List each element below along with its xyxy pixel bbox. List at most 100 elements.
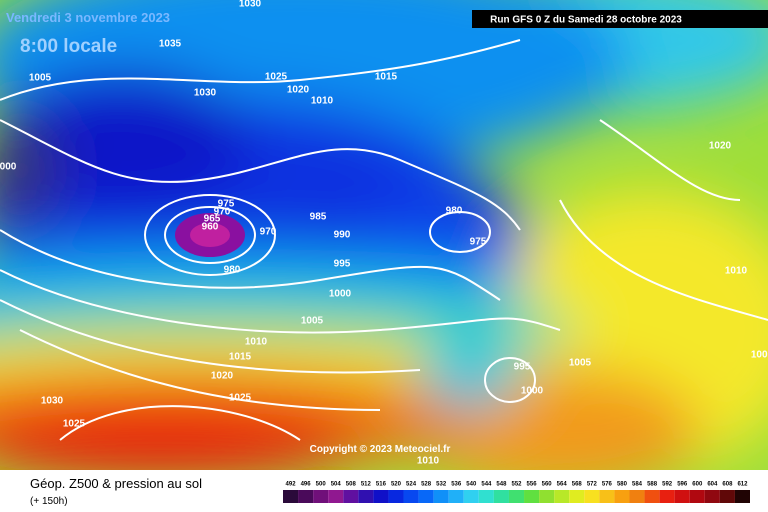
colorbar-swatch [674, 490, 690, 503]
colorbar-label: 572 [587, 482, 598, 488]
colorbar-swatch [599, 490, 615, 503]
colorbar-swatch [734, 490, 750, 503]
colorbar-label: 592 [662, 482, 673, 488]
colorbar-label: 504 [331, 482, 342, 488]
colorbar-label: 564 [557, 482, 568, 488]
colorbar: 492 496 500 504 508 512 516 520 524 528 532 536 540 5… [283, 482, 750, 503]
isobar-label: 1000 [521, 386, 544, 397]
isobar-label: 1020 [287, 85, 310, 96]
isobar-label: 1020 [709, 141, 732, 152]
colorbar-label: 496 [301, 482, 312, 488]
isobar-label: 1015 [375, 72, 398, 83]
colorbar-label: 536 [451, 482, 462, 488]
isobar-label: 1025 [265, 72, 288, 83]
isobar-label: 995 [514, 362, 531, 373]
isobar-label: 000 [0, 162, 17, 173]
isobar-label: 1015 [229, 352, 252, 363]
copyright: Copyright © 2023 Meteociel.fr [310, 444, 451, 455]
colorbar-label: 540 [466, 482, 477, 488]
isobar-label: 1005 [569, 358, 592, 369]
colorbar-swatch [569, 490, 585, 503]
isobar-label: 1005 [751, 350, 768, 361]
colorbar-swatch [478, 490, 494, 503]
colorbar-swatch [524, 490, 540, 503]
isobar-label: 1030 [194, 88, 217, 99]
isobar-label: 975 [470, 237, 487, 248]
colorbar-label: 612 [737, 482, 748, 488]
colorbar-swatch [629, 490, 645, 503]
isobar-label: 970 [260, 227, 277, 238]
colorbar-label: 596 [677, 482, 688, 488]
valid-date: Vendredi 3 novembre 2023 [6, 10, 170, 25]
colorbar-swatch [719, 490, 735, 503]
isobar-label: 1010 [245, 337, 268, 348]
colorbar-label: 604 [707, 482, 718, 488]
colorbar-swatch [403, 490, 419, 503]
colorbar-label: 600 [692, 482, 703, 488]
colorbar-label: 588 [647, 482, 658, 488]
colorbar-swatch [689, 490, 705, 503]
colorbar-label: 520 [391, 482, 402, 488]
colorbar-label: 508 [346, 482, 357, 488]
colorbar-label: 544 [481, 482, 492, 488]
isobar-label: 965 [204, 214, 221, 225]
colorbar-label: 528 [421, 482, 432, 488]
isobar-label: 1000 [329, 289, 352, 300]
isobar-label: 1025 [63, 419, 86, 430]
isobar-label: 980 [446, 206, 463, 217]
colorbar-swatch [508, 490, 525, 503]
colorbar-swatch [463, 490, 479, 503]
isobar-label: 1005 [29, 73, 52, 84]
colorbar-swatch [328, 490, 344, 503]
colorbar-swatch [433, 490, 449, 503]
isobar-label: 1005 [301, 316, 324, 327]
colorbar-label: 532 [436, 482, 447, 488]
colorbar-swatch [313, 490, 329, 503]
colorbar-swatch [418, 490, 434, 503]
colorbar-label: 576 [602, 482, 613, 488]
colorbar-swatch [539, 490, 555, 503]
colorbar-label: 512 [361, 482, 372, 488]
colorbar-swatch [659, 490, 675, 503]
colorbar-label: 568 [572, 482, 583, 488]
colorbar-label: 580 [617, 482, 628, 488]
isobar-label: 1025 [229, 393, 252, 404]
colorbar-label: 492 [286, 482, 297, 488]
colorbar-label: 556 [527, 482, 538, 488]
colorbar-label: 500 [316, 482, 327, 488]
colorbar-label: 608 [722, 482, 733, 488]
colorbar-label: 524 [406, 482, 417, 488]
isobar-label: 995 [334, 259, 351, 270]
isobar-label: 1010 [311, 96, 334, 107]
field [0, 0, 768, 470]
colorbar-swatch [283, 490, 299, 503]
isobar-label: 1010 [725, 266, 748, 277]
colorbar-swatch [448, 490, 464, 503]
isobar-label: 985 [310, 212, 327, 223]
isobar-label: 1010 [417, 456, 440, 467]
colorbar-swatch [554, 490, 570, 503]
local-time: 8:00 locale [20, 36, 117, 57]
colorbar-swatch [644, 490, 660, 503]
colorbar-label: 552 [511, 482, 522, 488]
colorbar-swatch [343, 490, 359, 503]
colorbar-label: 560 [542, 482, 553, 488]
isobar-label: 1020 [211, 371, 234, 382]
run-banner [472, 10, 768, 28]
footer-lead: (+ 150h) [30, 496, 68, 507]
isobar-label: 975 [218, 199, 235, 210]
colorbar-swatch [704, 490, 720, 503]
colorbar-label: 516 [376, 482, 387, 488]
colorbar-label: 584 [632, 482, 643, 488]
colorbar-swatch [358, 490, 374, 503]
isobar-label: 980 [224, 265, 241, 276]
colorbar-swatch [584, 490, 600, 503]
colorbar-swatch [614, 490, 630, 503]
colorbar-swatch [493, 490, 509, 503]
isobar-label: 1035 [159, 39, 182, 50]
isobar-label: 960 [202, 222, 219, 233]
colorbar-swatch [298, 490, 314, 503]
footer-title: Géop. Z500 & pression au sol [30, 476, 202, 491]
colorbar-swatch [373, 490, 389, 503]
